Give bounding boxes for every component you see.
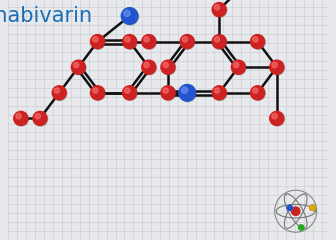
Circle shape [74,62,79,68]
Circle shape [214,5,220,10]
Circle shape [213,86,227,101]
Circle shape [124,10,130,17]
Circle shape [35,114,40,119]
Circle shape [232,61,246,75]
Circle shape [91,86,105,101]
Circle shape [54,88,59,93]
Circle shape [91,35,104,49]
Circle shape [251,35,265,49]
Circle shape [181,35,195,49]
Circle shape [251,35,265,49]
Circle shape [253,88,258,93]
Circle shape [91,35,105,49]
Circle shape [93,37,98,42]
Circle shape [213,3,227,17]
Circle shape [162,61,176,75]
Circle shape [14,111,28,126]
Circle shape [125,37,130,42]
Circle shape [123,86,137,101]
Circle shape [144,37,149,42]
Circle shape [310,205,315,210]
Circle shape [212,35,226,49]
Circle shape [142,35,156,49]
Circle shape [162,86,176,101]
Circle shape [14,112,29,126]
Circle shape [72,61,86,75]
Circle shape [232,60,245,74]
Circle shape [123,35,137,49]
Circle shape [270,111,284,126]
Circle shape [52,86,66,100]
Circle shape [161,86,175,100]
Circle shape [182,37,187,42]
Circle shape [71,60,85,74]
Circle shape [53,86,67,101]
Circle shape [161,60,175,74]
Circle shape [214,37,220,42]
Circle shape [179,84,196,101]
Text: Cannabivarin: Cannabivarin [0,6,93,26]
Circle shape [212,3,226,17]
Circle shape [144,62,149,68]
Circle shape [292,207,300,216]
Circle shape [287,205,293,210]
Circle shape [142,60,156,74]
Circle shape [270,60,284,74]
Circle shape [212,86,226,100]
Circle shape [163,62,168,68]
Circle shape [272,114,277,119]
Circle shape [179,85,196,102]
Circle shape [123,86,137,100]
Circle shape [125,88,130,93]
Circle shape [251,86,265,100]
Circle shape [33,111,47,126]
Circle shape [270,61,285,75]
Circle shape [214,88,220,93]
Circle shape [142,35,157,49]
Circle shape [142,61,157,75]
Circle shape [213,35,227,49]
Circle shape [251,86,265,101]
Circle shape [93,88,98,93]
Circle shape [298,225,304,230]
Circle shape [234,62,239,68]
Circle shape [253,37,258,42]
Circle shape [310,205,315,210]
Circle shape [16,114,21,119]
Circle shape [180,35,194,49]
Circle shape [34,112,48,126]
Circle shape [270,112,285,126]
Circle shape [121,8,138,24]
Circle shape [163,88,168,93]
Circle shape [123,35,137,49]
Circle shape [122,8,138,25]
Circle shape [91,86,104,100]
Circle shape [181,87,188,93]
Circle shape [272,62,277,68]
